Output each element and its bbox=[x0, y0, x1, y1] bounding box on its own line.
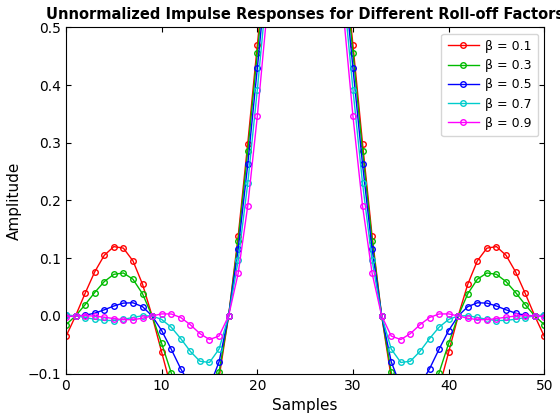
β = 0.1 bbox=[168, 386, 175, 391]
β = 0.5 bbox=[541, 313, 548, 318]
β = 0.7 bbox=[216, 346, 222, 352]
β = 0.9 bbox=[225, 313, 232, 318]
β = 0.1 bbox=[541, 334, 548, 339]
β = 0.9 bbox=[206, 337, 213, 342]
β = 0.7 bbox=[63, 312, 69, 318]
β = 0.3 bbox=[531, 313, 538, 318]
β = 0.1 bbox=[531, 313, 538, 318]
β = 0.7 bbox=[225, 313, 232, 318]
β = 0.5 bbox=[216, 359, 222, 364]
β = 0.5 bbox=[168, 346, 175, 352]
β = 0.7 bbox=[531, 313, 538, 318]
β = 0.7 bbox=[168, 325, 175, 330]
Line: β = 0.9: β = 0.9 bbox=[63, 0, 547, 342]
β = 0.9 bbox=[531, 313, 538, 318]
β = 0.5 bbox=[531, 313, 538, 318]
Line: β = 0.5: β = 0.5 bbox=[63, 0, 547, 396]
β = 0.3 bbox=[225, 313, 232, 318]
X-axis label: Samples: Samples bbox=[272, 398, 338, 413]
Line: β = 0.7: β = 0.7 bbox=[63, 0, 547, 365]
Title: Unnormalized Impulse Responses for Different Roll-off Factors: Unnormalized Impulse Responses for Diffe… bbox=[46, 7, 560, 22]
β = 0.5 bbox=[197, 391, 203, 396]
β = 0.9 bbox=[168, 312, 175, 317]
β = 0.3 bbox=[168, 370, 175, 375]
β = 0.7 bbox=[541, 312, 548, 318]
β = 0.9 bbox=[426, 315, 433, 320]
β = 0.3 bbox=[398, 404, 404, 410]
β = 0.7 bbox=[206, 360, 213, 365]
β = 0.1 bbox=[216, 375, 222, 380]
β = 0.9 bbox=[541, 314, 548, 319]
β = 0.1 bbox=[426, 415, 433, 420]
β = 0.9 bbox=[63, 314, 69, 319]
β = 0.5 bbox=[426, 366, 433, 371]
β = 0.5 bbox=[398, 384, 404, 389]
β = 0.7 bbox=[426, 336, 433, 341]
β = 0.5 bbox=[63, 313, 69, 318]
β = 0.3 bbox=[426, 396, 433, 402]
β = 0.3 bbox=[197, 418, 203, 420]
Line: β = 0.1: β = 0.1 bbox=[63, 0, 547, 420]
β = 0.1 bbox=[398, 416, 404, 420]
β = 0.9 bbox=[216, 333, 222, 339]
Line: β = 0.3: β = 0.3 bbox=[63, 0, 547, 420]
β = 0.3 bbox=[541, 322, 548, 327]
β = 0.1 bbox=[225, 313, 232, 318]
β = 0.3 bbox=[216, 370, 222, 375]
β = 0.9 bbox=[398, 337, 404, 342]
Legend: β = 0.1, β = 0.3, β = 0.5, β = 0.7, β = 0.9: β = 0.1, β = 0.3, β = 0.5, β = 0.7, β = … bbox=[441, 34, 538, 136]
β = 0.5 bbox=[225, 313, 232, 318]
β = 0.7 bbox=[398, 360, 404, 365]
β = 0.3 bbox=[63, 322, 69, 327]
β = 0.1 bbox=[63, 334, 69, 339]
Y-axis label: Amplitude: Amplitude bbox=[7, 161, 22, 240]
